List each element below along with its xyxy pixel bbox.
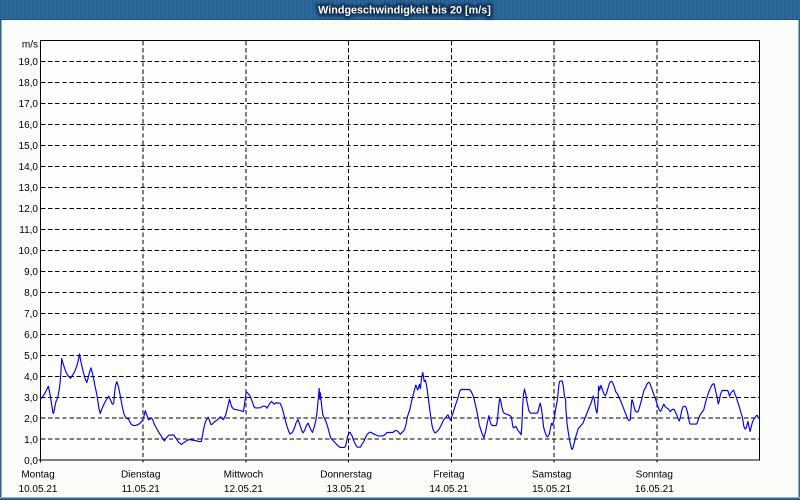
- svg-text:12,0: 12,0: [19, 204, 39, 215]
- svg-text:13,0: 13,0: [19, 183, 39, 194]
- svg-text:12.05.21: 12.05.21: [224, 484, 263, 495]
- svg-text:Freitag: Freitag: [433, 470, 464, 481]
- svg-text:Mittwoch: Mittwoch: [224, 470, 263, 481]
- svg-text:15.05.21: 15.05.21: [532, 484, 571, 495]
- svg-text:8,0: 8,0: [24, 288, 38, 299]
- svg-text:Dienstag: Dienstag: [121, 470, 160, 481]
- svg-text:Windgeschwindigkeit bis 20 [m/: Windgeschwindigkeit bis 20 [m/s]: [318, 5, 491, 17]
- svg-text:11.05.21: 11.05.21: [122, 484, 161, 495]
- svg-text:14.05.21: 14.05.21: [429, 484, 468, 495]
- svg-text:7,0: 7,0: [24, 309, 38, 320]
- svg-text:1,0: 1,0: [24, 435, 38, 446]
- svg-text:6,0: 6,0: [24, 330, 38, 341]
- svg-text:Sonntag: Sonntag: [636, 470, 673, 481]
- svg-text:19,0: 19,0: [19, 57, 39, 68]
- svg-text:13.05.21: 13.05.21: [327, 484, 366, 495]
- svg-text:9,0: 9,0: [24, 267, 38, 278]
- svg-text:2,0: 2,0: [24, 414, 38, 425]
- svg-text:17,0: 17,0: [19, 99, 39, 110]
- svg-text:3,0: 3,0: [24, 393, 38, 404]
- svg-text:4,0: 4,0: [24, 372, 38, 383]
- svg-text:16,0: 16,0: [19, 120, 39, 131]
- svg-text:Montag: Montag: [21, 470, 54, 481]
- svg-text:11,0: 11,0: [19, 225, 38, 236]
- svg-text:10,0: 10,0: [19, 246, 39, 257]
- svg-text:16.05.21: 16.05.21: [635, 484, 674, 495]
- svg-text:15,0: 15,0: [19, 141, 39, 152]
- svg-text:14,0: 14,0: [19, 162, 39, 173]
- svg-text:18,0: 18,0: [19, 78, 39, 89]
- svg-text:0,0: 0,0: [24, 456, 38, 467]
- svg-text:m/s: m/s: [22, 40, 38, 51]
- svg-text:5,0: 5,0: [24, 351, 38, 362]
- svg-text:Donnerstag: Donnerstag: [320, 470, 372, 481]
- svg-text:10.05.21: 10.05.21: [19, 484, 58, 495]
- svg-text:Windgeschwindigkeit bis 20 [m/: Windgeschwindigkeit bis 20 [m/s]: [318, 5, 491, 17]
- svg-text:Samstag: Samstag: [532, 470, 571, 481]
